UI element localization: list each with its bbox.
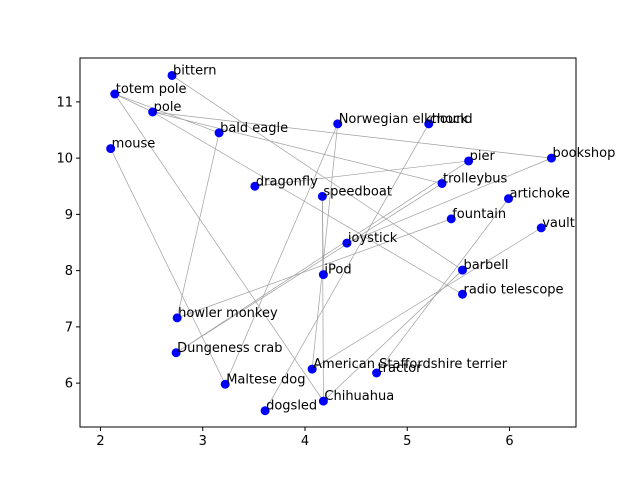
edge-line	[110, 148, 226, 385]
point-label: pier	[470, 149, 496, 164]
y-tick-label: 7	[65, 320, 73, 335]
point-label: dragonfly	[256, 174, 318, 189]
data-point	[342, 238, 352, 248]
data-point	[464, 156, 474, 166]
point-label: dogsled	[266, 399, 317, 414]
point-label: Chihuahua	[324, 389, 394, 404]
edge-line	[175, 183, 443, 354]
point-label: bittern	[173, 63, 216, 78]
y-tick-label: 11	[56, 95, 73, 110]
point-label: chock	[430, 112, 468, 127]
data-point	[167, 70, 177, 80]
x-tick-label: 5	[403, 434, 411, 449]
data-point	[171, 348, 181, 358]
data-point	[307, 364, 317, 374]
x-tick-label: 2	[96, 434, 104, 449]
data-point	[424, 119, 434, 129]
data-point	[148, 107, 158, 117]
data-point	[546, 153, 556, 163]
data-point	[318, 396, 328, 406]
point-label: speedboat	[323, 184, 392, 199]
point-label: fountain	[452, 207, 506, 222]
edge-line	[224, 123, 339, 385]
data-point	[318, 270, 328, 280]
data-point	[457, 265, 467, 275]
edge-line	[311, 123, 339, 370]
y-tick-label: 6	[65, 377, 73, 392]
edge-line	[323, 269, 463, 402]
data-point	[220, 379, 230, 389]
edge-line	[322, 196, 324, 402]
edge-line	[177, 218, 452, 319]
point-label: American Staffordshire terrier	[313, 357, 508, 372]
points-layer	[106, 70, 556, 416]
point-label: trolleybus	[443, 171, 508, 186]
edge-line	[311, 227, 542, 370]
point-label: mouse	[112, 137, 156, 152]
point-label: howler monkey	[178, 306, 278, 321]
point-label: radio telescope	[463, 282, 563, 297]
point-label: Dungeness crab	[177, 341, 282, 356]
point-label: tractor	[378, 361, 423, 376]
point-label: artichoke	[510, 187, 570, 202]
edge-line	[152, 111, 443, 184]
edge-line	[264, 123, 430, 411]
data-point	[457, 289, 467, 299]
point-label: Norwegian elkhound	[339, 112, 473, 127]
edge-line	[114, 93, 153, 113]
x-tick-label: 4	[301, 434, 309, 449]
point-label: joystick	[347, 231, 398, 246]
edge-line	[152, 111, 552, 159]
edge-line	[176, 132, 220, 318]
x-tick-label: 6	[505, 434, 513, 449]
x-tick-label: 3	[199, 434, 207, 449]
data-point	[372, 368, 382, 378]
y-tick-label: 8	[65, 264, 73, 279]
point-label: iPod	[324, 263, 351, 278]
point-label: Maltese dog	[226, 372, 305, 387]
y-axis: 6 7 8 9 10 11	[56, 95, 80, 392]
edge-line	[254, 160, 469, 187]
data-point	[504, 194, 514, 204]
plot-frame	[79, 57, 577, 428]
edge-line	[114, 93, 324, 402]
data-point	[536, 223, 546, 233]
y-tick-label: 9	[65, 208, 73, 223]
edges-layer	[110, 75, 552, 411]
point-label: bookshop	[552, 146, 615, 161]
point-label: totem pole	[116, 82, 187, 97]
edge-line	[346, 157, 552, 244]
point-label: bald eagle	[220, 121, 288, 136]
y-tick-label: 10	[56, 152, 73, 167]
data-point	[214, 128, 224, 138]
data-point	[317, 191, 327, 201]
data-point	[110, 89, 120, 99]
labels-layer: bittern totem pole pole bald eagle Norwegian…	[112, 63, 616, 413]
data-point	[437, 178, 447, 188]
data-point	[106, 144, 116, 154]
point-label: barbell	[463, 258, 508, 273]
data-point	[260, 406, 270, 416]
point-label: pole	[154, 100, 182, 115]
edge-line	[171, 75, 463, 271]
edge-line	[376, 198, 509, 374]
data-point	[446, 214, 456, 224]
point-label: vault	[542, 216, 575, 231]
data-point	[333, 119, 343, 129]
data-point	[250, 181, 260, 191]
x-axis: 2 3 4 5 6	[96, 427, 514, 449]
edge-line	[152, 111, 463, 295]
data-point	[172, 313, 182, 323]
